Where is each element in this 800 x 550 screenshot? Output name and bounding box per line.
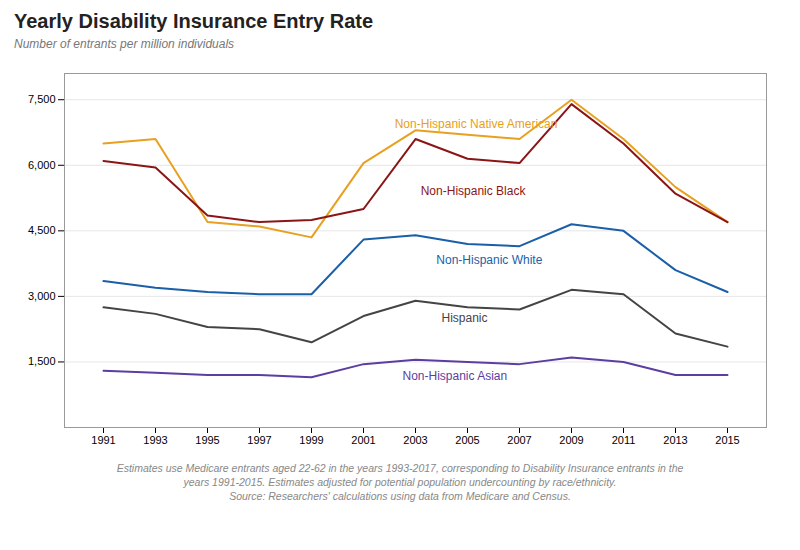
- svg-text:7,500: 7,500: [28, 93, 56, 105]
- svg-text:1991: 1991: [91, 434, 115, 446]
- svg-text:2009: 2009: [559, 434, 583, 446]
- html-text:Yearly Disability Insurance En: Yearly Disability Insurance Entry Rate: [14, 10, 373, 32]
- svg-text:2015: 2015: [715, 434, 739, 446]
- svg-text:1997: 1997: [247, 434, 271, 446]
- svg-text:4,500: 4,500: [28, 224, 56, 236]
- svg-text:2013: 2013: [663, 434, 687, 446]
- svg-text:1,500: 1,500: [28, 355, 56, 367]
- svg-text:Non-Hispanic White: Non-Hispanic White: [436, 253, 542, 267]
- svg-text:2007: 2007: [507, 434, 531, 446]
- svg-text:2003: 2003: [403, 434, 427, 446]
- svg-text:2001: 2001: [351, 434, 375, 446]
- svg-text:Non-Hispanic Black: Non-Hispanic Black: [421, 184, 527, 198]
- svg-text:Hispanic: Hispanic: [442, 311, 488, 325]
- html-text:Source: Researchers' calculati: Source: Researchers' calculations using …: [229, 490, 571, 503]
- svg-text:1995: 1995: [195, 434, 219, 446]
- html-text:years 1991-2015. Estimates adj: years 1991-2015. Estimates adjusted for …: [183, 476, 617, 489]
- svg-text:6,000: 6,000: [28, 159, 56, 171]
- svg-text:Non-Hispanic Native American: Non-Hispanic Native American: [395, 117, 558, 131]
- svg-text:2011: 2011: [612, 434, 636, 446]
- svg-text:1993: 1993: [143, 434, 167, 446]
- svg-text:1999: 1999: [299, 434, 323, 446]
- html-text:Estimates use Medicare entrant: Estimates use Medicare entrants aged 22-…: [116, 462, 684, 474]
- svg-text:Non-Hispanic Asian: Non-Hispanic Asian: [403, 369, 508, 383]
- html-text:Number of entrants per million: Number of entrants per million individua…: [14, 37, 235, 51]
- svg-text:3,000: 3,000: [28, 290, 56, 302]
- svg-text:2005: 2005: [455, 434, 479, 446]
